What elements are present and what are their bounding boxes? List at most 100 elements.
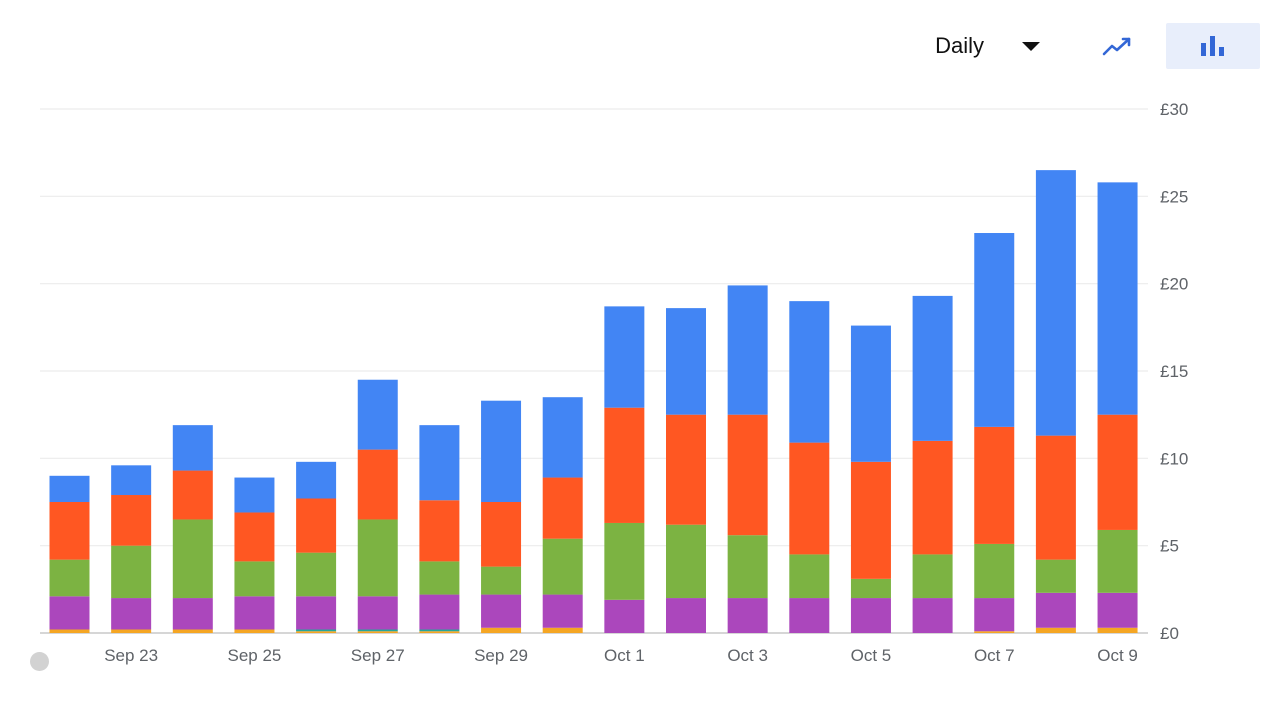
bar-segment[interactable] [1035,559,1076,593]
bar-segment[interactable] [912,598,953,633]
bar-segment[interactable] [357,596,398,630]
bar-segment[interactable] [850,598,891,633]
bar-segment[interactable] [727,414,768,536]
bar-segment[interactable] [789,442,830,555]
bar-segment[interactable] [296,596,337,630]
bar-segment[interactable] [974,598,1015,632]
bar-stack[interactable] [974,233,1015,633]
bar-segment[interactable] [912,440,953,555]
bar-segment[interactable] [234,561,275,597]
bar-segment[interactable] [419,500,460,562]
bar-segment[interactable] [1097,627,1138,633]
bar-stack[interactable] [234,477,275,633]
bar-segment[interactable] [1035,592,1076,628]
bar-stack[interactable] [727,285,768,633]
bar-stack[interactable] [666,308,706,633]
bar-segment[interactable] [727,598,768,633]
bar-segment[interactable] [172,519,213,599]
chart-scroll-handle[interactable] [30,652,49,671]
bar-segment[interactable] [1035,435,1076,560]
bar-segment[interactable] [974,631,1015,633]
bar-segment[interactable] [296,552,337,597]
period-dropdown[interactable]: Daily [935,24,1040,68]
bar-segment[interactable] [727,285,768,415]
bar-segment[interactable] [666,308,706,415]
bar-segment[interactable] [172,470,213,520]
bar-segment[interactable] [481,400,522,502]
bar-segment[interactable] [419,425,460,501]
bar-segment[interactable] [111,629,152,633]
bar-segment[interactable] [542,627,583,633]
bar-stack[interactable] [1097,182,1138,633]
bar-view-button[interactable] [1166,23,1260,69]
bar-segment[interactable] [789,598,830,633]
bar-segment[interactable] [49,502,90,560]
bar-segment[interactable] [357,449,398,520]
bar-segment[interactable] [912,554,953,599]
bar-segment[interactable] [1097,182,1138,415]
bar-segment[interactable] [604,407,645,523]
bar-segment[interactable] [974,233,1015,427]
bar-segment[interactable] [604,522,645,600]
bar-segment[interactable] [172,629,213,633]
bar-segment[interactable] [604,599,645,633]
bar-segment[interactable] [419,631,460,633]
bar-segment[interactable] [234,512,275,562]
bar-segment[interactable] [666,598,706,633]
bar-stack[interactable] [172,425,213,633]
bar-stack[interactable] [49,475,90,633]
bar-segment[interactable] [481,566,522,595]
bar-segment[interactable] [850,461,891,579]
bar-segment[interactable] [666,524,706,599]
bar-segment[interactable] [49,475,90,502]
bar-segment[interactable] [172,425,213,471]
bar-segment[interactable] [1097,414,1138,530]
bar-segment[interactable] [1097,529,1138,593]
bar-segment[interactable] [419,561,460,595]
bar-segment[interactable] [111,598,152,630]
bar-segment[interactable] [850,578,891,599]
bar-segment[interactable] [296,631,337,633]
bar-segment[interactable] [111,545,152,599]
bar-stack[interactable] [604,306,645,633]
bar-segment[interactable] [234,629,275,633]
bar-stack[interactable] [1035,170,1076,633]
bar-stack[interactable] [789,301,830,633]
bar-segment[interactable] [974,426,1015,544]
bar-segment[interactable] [49,596,90,630]
bar-segment[interactable] [604,306,645,408]
bar-segment[interactable] [666,414,706,525]
bar-segment[interactable] [481,594,522,628]
bar-segment[interactable] [296,629,337,632]
bar-segment[interactable] [111,495,152,546]
bar-segment[interactable] [49,559,90,597]
line-view-button[interactable] [1094,23,1140,69]
bar-stack[interactable] [419,425,460,633]
bar-stack[interactable] [912,295,953,633]
bar-segment[interactable] [234,596,275,630]
bar-segment[interactable] [789,301,830,443]
bar-segment[interactable] [1097,592,1138,628]
bar-segment[interactable] [789,554,830,599]
bar-segment[interactable] [1035,627,1076,633]
bar-segment[interactable] [419,594,460,630]
bar-segment[interactable] [357,519,398,597]
bar-segment[interactable] [234,477,275,513]
bar-segment[interactable] [296,461,337,499]
bar-stack[interactable] [850,325,891,633]
bar-segment[interactable] [542,538,583,595]
bar-segment[interactable] [1035,170,1076,436]
bar-segment[interactable] [542,594,583,628]
bar-segment[interactable] [172,598,213,630]
bar-segment[interactable] [727,535,768,599]
bar-segment[interactable] [542,477,583,539]
bar-stack[interactable] [111,465,152,633]
bar-stack[interactable] [296,461,337,633]
bar-segment[interactable] [974,543,1015,599]
bar-segment[interactable] [481,502,522,567]
bar-segment[interactable] [357,629,398,632]
bar-segment[interactable] [357,379,398,450]
bar-segment[interactable] [111,465,152,496]
bar-stack[interactable] [542,397,583,633]
bar-segment[interactable] [296,498,337,553]
